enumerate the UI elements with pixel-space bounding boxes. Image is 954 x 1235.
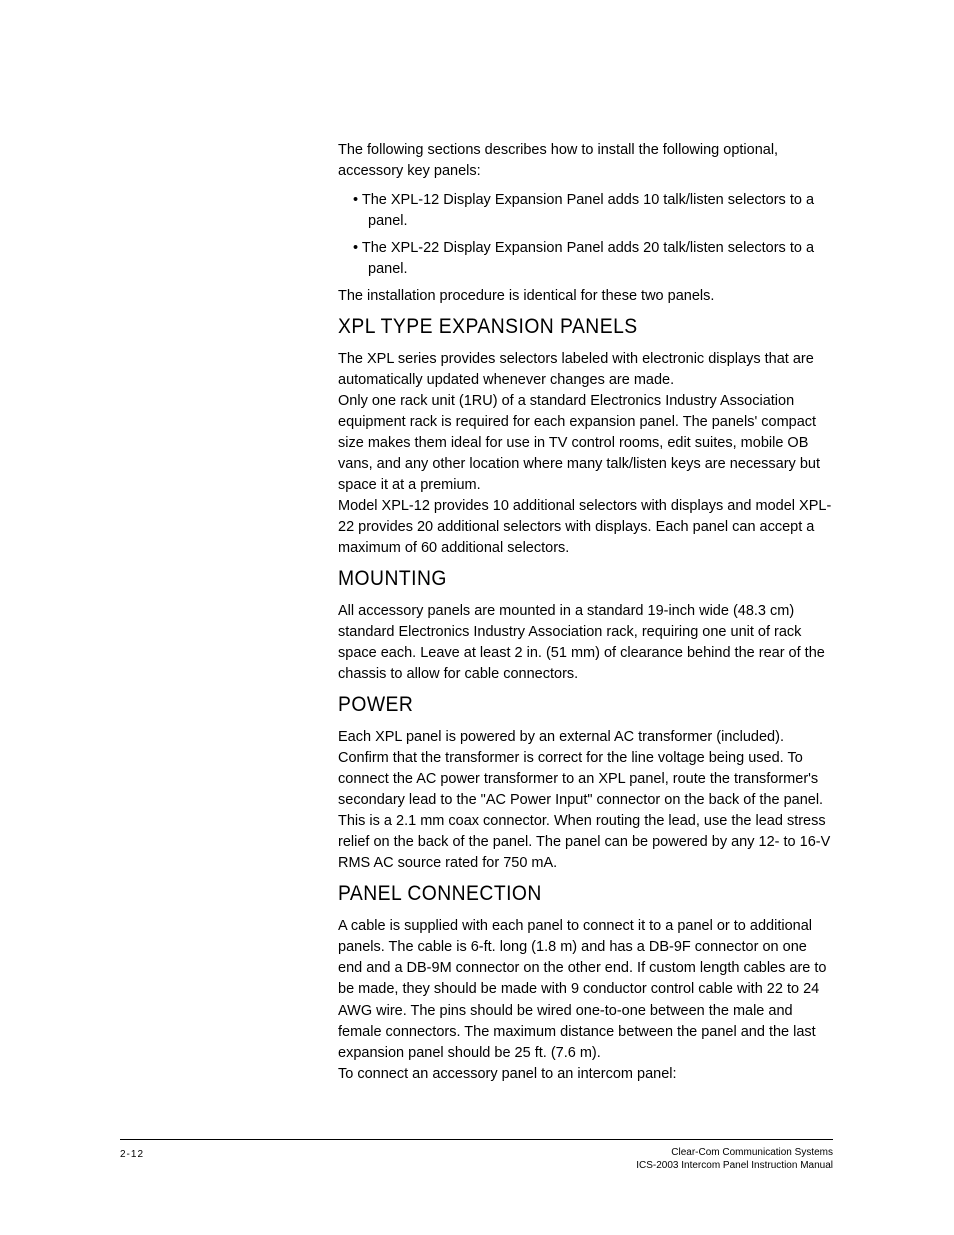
xpl-paragraph-1: The XPL series provides selectors labele… xyxy=(338,349,833,391)
page-content: The following sections describes how to … xyxy=(338,140,833,1093)
heading-xpl: XPL TYPE EXPANSION PANELS xyxy=(338,315,793,339)
xpl-paragraph-3: Model XPL-12 provides 10 additional sele… xyxy=(338,496,833,559)
panel-connection-paragraph-2: To connect an accessory panel to an inte… xyxy=(338,1064,833,1085)
heading-mounting: MOUNTING xyxy=(338,567,793,591)
bullet-item: The XPL-22 Display Expansion Panel adds … xyxy=(340,238,833,280)
xpl-paragraph-2: Only one rack unit (1RU) of a standard E… xyxy=(338,391,833,496)
heading-panel-connection: PANEL CONNECTION xyxy=(338,882,793,906)
mounting-paragraph: All accessory panels are mounted in a st… xyxy=(338,601,833,685)
footer-doc-title: ICS-2003 Intercom Panel Instruction Manu… xyxy=(636,1160,833,1173)
page-number: 2-12 xyxy=(120,1149,144,1160)
footer-doc-info: Clear-Com Communication Systems ICS-2003… xyxy=(636,1147,833,1172)
intro-paragraph-2: The installation procedure is identical … xyxy=(338,286,833,307)
footer-company: Clear-Com Communication Systems xyxy=(636,1147,833,1160)
bullet-item: The XPL-12 Display Expansion Panel adds … xyxy=(340,190,833,232)
heading-power: POWER xyxy=(338,693,793,717)
intro-paragraph: The following sections describes how to … xyxy=(338,140,833,182)
footer-rule xyxy=(120,1139,833,1140)
panel-connection-paragraph-1: A cable is supplied with each panel to c… xyxy=(338,916,833,1063)
power-paragraph: Each XPL panel is powered by an external… xyxy=(338,727,833,874)
